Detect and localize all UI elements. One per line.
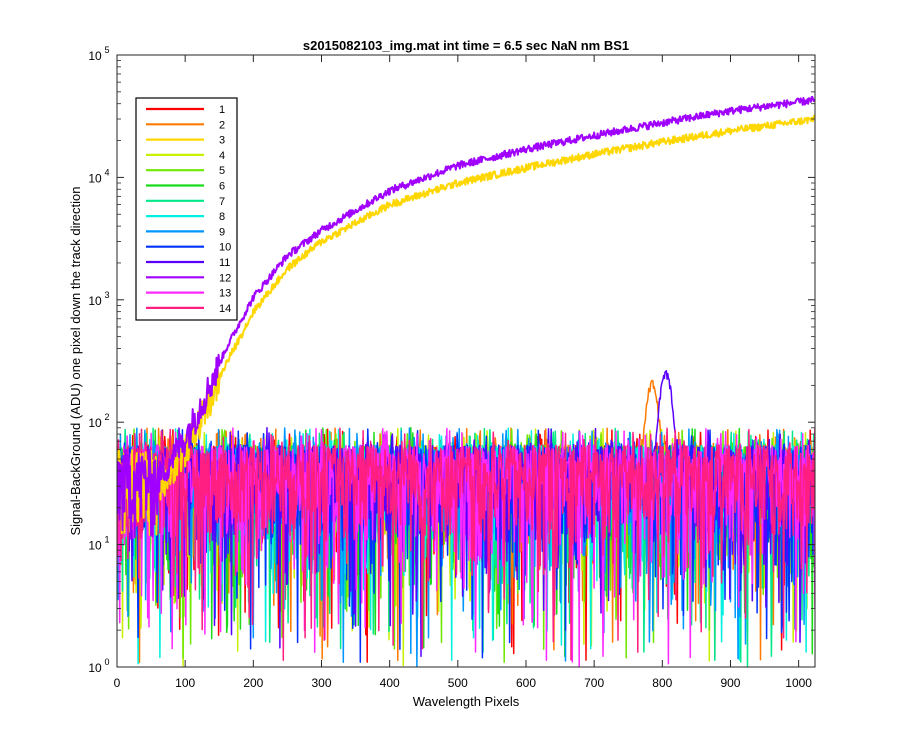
y-tick-exponent: 4 bbox=[104, 167, 109, 177]
series-line-12 bbox=[117, 95, 815, 540]
legend-label-13: 13 bbox=[219, 288, 231, 300]
x-tick-label: 800 bbox=[652, 676, 672, 690]
chart-title: s2015082103_img.mat int time = 6.5 sec N… bbox=[303, 38, 629, 53]
x-tick-label: 600 bbox=[516, 676, 536, 690]
x-tick-label: 0 bbox=[114, 676, 121, 690]
legend-label-8: 8 bbox=[219, 211, 225, 223]
x-tick-label: 900 bbox=[720, 676, 740, 690]
series-line-14 bbox=[117, 427, 815, 661]
y-tick-exponent: 2 bbox=[104, 412, 109, 422]
series-layer bbox=[117, 95, 815, 667]
x-axis-label: Wavelength Pixels bbox=[413, 694, 520, 709]
legend-label-12: 12 bbox=[219, 272, 231, 284]
y-tick-exponent: 3 bbox=[104, 290, 109, 300]
x-tick-label: 100 bbox=[175, 676, 195, 690]
legend-label-7: 7 bbox=[219, 196, 225, 208]
legend-label-1: 1 bbox=[219, 104, 225, 116]
x-tick-label: 500 bbox=[448, 676, 468, 690]
legend-label-5: 5 bbox=[219, 165, 225, 177]
legend-label-6: 6 bbox=[219, 181, 225, 193]
y-tick-label: 10 bbox=[88, 171, 102, 185]
x-tick-label: 1000 bbox=[785, 676, 812, 690]
legend-label-9: 9 bbox=[219, 226, 225, 238]
legend-label-4: 4 bbox=[219, 150, 225, 162]
x-tick-label: 700 bbox=[584, 676, 604, 690]
y-tick-label: 10 bbox=[88, 294, 102, 308]
plot-frame bbox=[116, 54, 816, 668]
legend-label-3: 3 bbox=[219, 135, 225, 147]
x-tick-label: 200 bbox=[243, 676, 263, 690]
y-tick-exponent: 1 bbox=[104, 535, 109, 545]
y-axis-label: Signal-BackGround (ADU) one pixel down t… bbox=[68, 186, 83, 535]
y-tick-label: 10 bbox=[88, 49, 102, 63]
legend-box bbox=[135, 97, 238, 321]
x-tick-label: 300 bbox=[311, 676, 331, 690]
y-tick-label: 10 bbox=[88, 416, 102, 430]
legend-label-11: 11 bbox=[219, 257, 230, 269]
y-tick-exponent: 5 bbox=[104, 45, 109, 55]
legend-label-14: 14 bbox=[219, 303, 231, 315]
legend-label-2: 2 bbox=[219, 119, 225, 131]
x-axis: 0 100 200 300 400 500 600 700 800 900 1000 bbox=[114, 55, 812, 690]
legend-label-10: 10 bbox=[219, 242, 231, 254]
y-tick-exponent: 0 bbox=[104, 657, 109, 667]
series-line-3 bbox=[117, 114, 815, 536]
y-tick-label: 10 bbox=[88, 539, 102, 553]
x-tick-label: 400 bbox=[380, 676, 400, 690]
y-tick-label: 10 bbox=[88, 661, 102, 675]
